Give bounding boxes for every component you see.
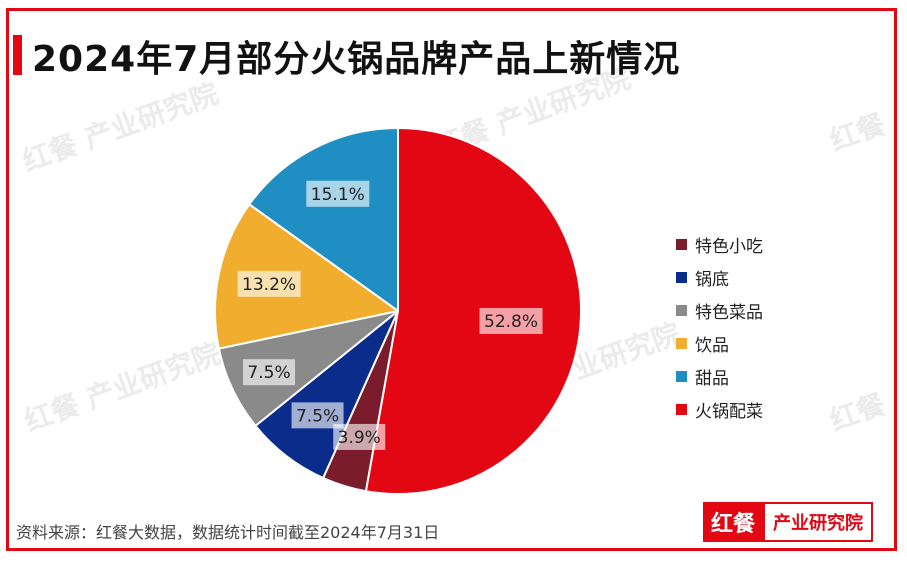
legend-item: 特色小吃 [676,228,763,261]
legend-swatch [676,239,687,250]
data-label: 15.1% [306,180,370,207]
data-label-text: 15.1% [311,185,365,205]
legend-label: 特色小吃 [695,237,763,257]
legend-swatch [676,371,687,382]
data-label: 3.9% [333,423,386,450]
data-label-text: 7.5% [296,406,339,426]
legend-label: 锅底 [695,270,729,290]
data-label-text: 52.8% [484,312,538,332]
data-label-bg [243,359,296,386]
legend: 特色小吃锅底特色菜品饮品甜品火锅配菜 [676,228,763,426]
title-accent-bar [13,35,22,75]
data-label-bg [237,270,301,297]
logo-mark: 红餐 [703,502,764,542]
source-note: 资料来源：红餐大数据，数据统计时间截至2024年7月31日 [16,523,440,542]
legend-item: 甜品 [676,360,763,393]
legend-swatch [676,272,687,283]
data-label: 7.5% [243,359,296,386]
legend-item: 锅底 [676,261,763,294]
data-label-bg [333,423,386,450]
brand-logo: 红餐 产业研究院 [703,502,874,542]
legend-item: 特色菜品 [676,294,763,327]
data-label-bg [479,307,543,334]
legend-swatch [676,404,687,415]
data-label: 13.2% [237,270,301,297]
legend-label: 特色菜品 [695,303,763,323]
legend-label: 甜品 [695,369,729,389]
logo-text: 产业研究院 [763,502,874,542]
data-label-text: 7.5% [247,363,290,383]
chart-title: 2024年7月部分火锅品牌产品上新情况 [32,39,681,80]
pie-slice [214,202,401,350]
legend-label: 火锅配菜 [695,402,763,422]
legend-item: 饮品 [676,327,763,360]
data-label-text: 3.9% [338,428,381,448]
data-label: 52.8% [479,307,543,334]
data-label-text: 13.2% [242,275,296,295]
legend-label: 饮品 [695,336,729,356]
legend-item: 火锅配菜 [676,393,763,426]
pie-slice [364,126,582,495]
legend-swatch [676,305,687,316]
data-label-bg [306,180,370,207]
legend-swatch [676,338,687,349]
pie-slice [247,126,399,313]
